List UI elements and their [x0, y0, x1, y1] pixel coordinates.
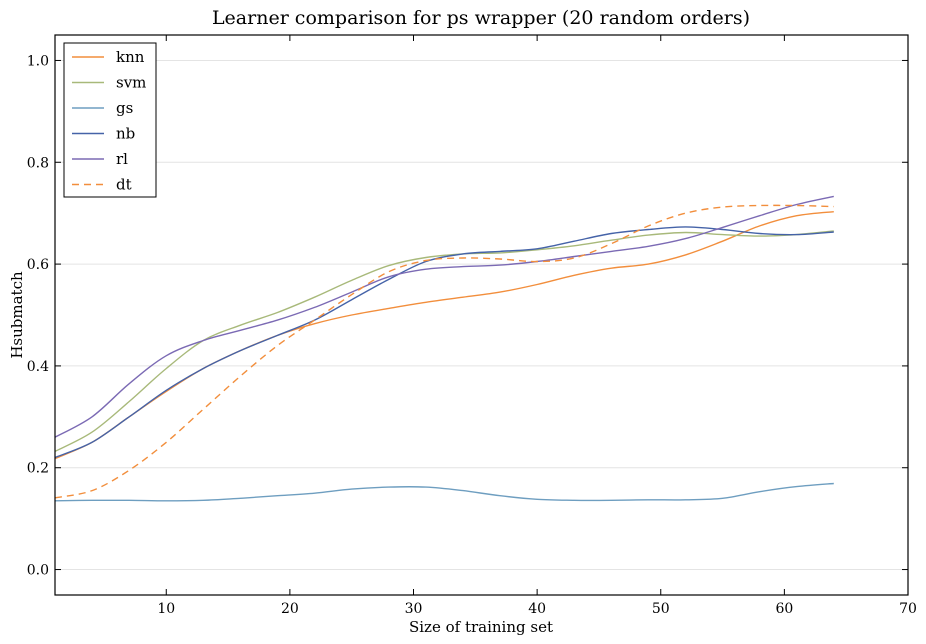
- legend-label-knn: knn: [116, 48, 145, 66]
- y-tick-label: 0.8: [27, 155, 49, 171]
- legend-label-nb: nb: [116, 125, 135, 143]
- x-tick-label: 30: [405, 601, 423, 617]
- x-tick-label: 70: [899, 601, 917, 617]
- gridlines: [55, 59, 908, 571]
- series-line-nb: [54, 226, 834, 459]
- y-tick-label: 0.0: [27, 563, 49, 579]
- series-line-knn: [54, 211, 834, 460]
- x-axis-label: Size of training set: [409, 618, 553, 636]
- legend-label-rl: rl: [116, 150, 128, 168]
- axis-ticks: 0.0 0.2 0.4 0.6 0.8 1.0 10 20 30 40 50 60 70: [27, 35, 917, 617]
- y-tick-label: 0.4: [27, 359, 49, 375]
- legend-label-dt: dt: [116, 176, 132, 194]
- y-tick-label: 0.2: [27, 461, 49, 477]
- legend-label-svm: svm: [116, 74, 146, 92]
- series-line-gs: [54, 482, 834, 502]
- legend-label-gs: gs: [116, 99, 133, 117]
- y-tick-label: 0.6: [27, 257, 49, 273]
- series-line-rl: [54, 195, 834, 438]
- legend: knn svm gs nb rl dt: [63, 42, 157, 198]
- x-tick-label: 60: [775, 601, 793, 617]
- y-axis-label: Hsubmatch: [8, 271, 26, 359]
- y-tick-label: 1.0: [27, 53, 49, 69]
- series-line-dt: [54, 204, 834, 499]
- plot-frame: [54, 34, 909, 596]
- x-tick-label: 50: [652, 601, 670, 617]
- x-tick-label: 40: [528, 601, 546, 617]
- x-tick-label: 20: [281, 601, 299, 617]
- chart-title: Learner comparison for ps wrapper (20 ra…: [212, 7, 750, 29]
- legend-box: [63, 42, 157, 198]
- x-tick-label: 10: [157, 601, 175, 617]
- series-lines: [54, 195, 834, 502]
